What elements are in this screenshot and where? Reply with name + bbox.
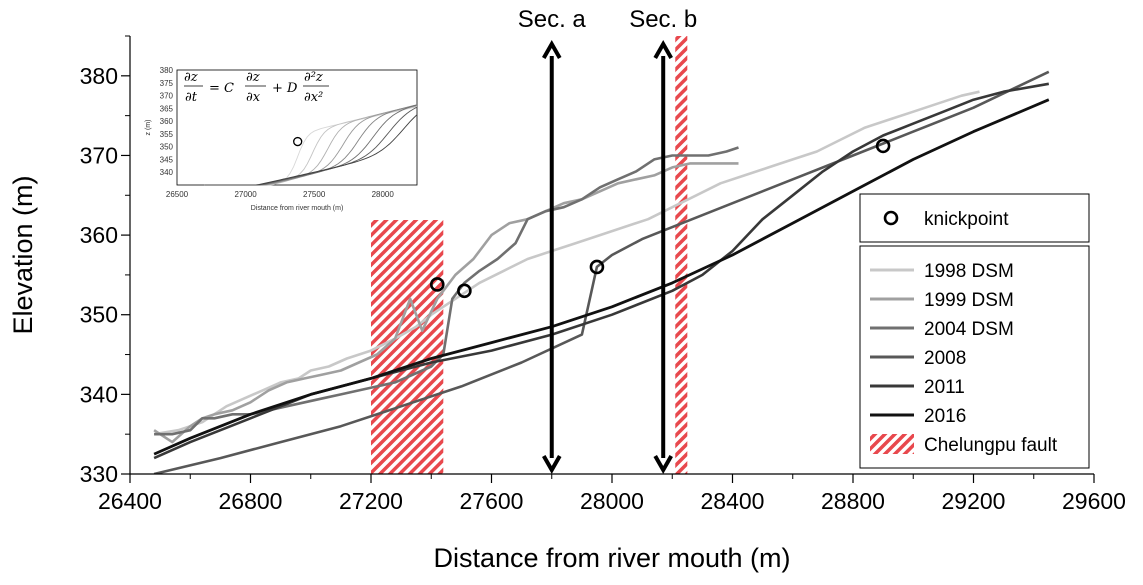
inset-profile-curve <box>204 114 418 186</box>
inset-y-tick-label: 360 <box>160 117 174 126</box>
legend-label-5: 2011 <box>924 377 965 398</box>
y-tick-label: 340 <box>80 381 118 407</box>
section-arrows-layer: Sec. a Sec. b <box>518 6 697 475</box>
x-tick-label: 29200 <box>942 488 1006 514</box>
y-tick-label: 370 <box>80 142 118 168</box>
series-layer <box>153 70 1050 474</box>
y-tick-label: 330 <box>80 461 118 487</box>
section-arrowhead-top <box>653 39 673 59</box>
section-label-2: Sec. b <box>629 6 697 33</box>
x-tick-label: 27200 <box>339 488 403 514</box>
inset-layer: 26500 27000 27500 28000 340 345 350 355 360 365 37… <box>135 36 446 220</box>
x-axis-title: Distance from river mouth (m) <box>433 543 790 573</box>
eq-op-1: = C <box>209 81 234 96</box>
inset-y-tick-label: 370 <box>160 92 174 101</box>
section-arrowhead-bottom <box>653 455 673 475</box>
eq-den-1: ∂t <box>185 90 198 105</box>
y-axis-title: Elevation (m) <box>8 175 38 334</box>
inset-y-tick-label: 345 <box>160 155 174 164</box>
eq-den-2: ∂x <box>246 90 261 105</box>
legend-label-6: 2016 <box>924 406 966 427</box>
x-tick-label: 26400 <box>98 488 162 514</box>
inset-curves <box>204 104 418 186</box>
inset-y-tick-label: 355 <box>160 130 174 139</box>
y-tick-label: 360 <box>80 222 118 248</box>
inset-x-tick-label: 27500 <box>303 190 326 199</box>
inset-background <box>135 36 446 220</box>
inset-x-tick-label: 27000 <box>234 190 257 199</box>
legend-label-1: 1998 DSM <box>924 261 1014 282</box>
inset-equation: ∂z ∂t = C ∂z ∂x + D ∂²z ∂x² <box>184 70 329 105</box>
knickpoint-marker <box>589 259 605 275</box>
knickpoint-marker <box>429 277 445 292</box>
inset-y-tick-label: 375 <box>160 79 174 88</box>
inset-x-tick-label: 26500 <box>166 190 189 199</box>
x-tick-label: 28800 <box>821 488 885 514</box>
eq-den-3: ∂x² <box>304 90 323 105</box>
knickpoint-legend-marker <box>883 210 899 226</box>
y-tick-label: 380 <box>80 63 118 89</box>
fault-band-2 <box>675 36 688 474</box>
axes-layer: 26400 26800 27200 27600 28000 28400 28800 29200… <box>80 35 1126 514</box>
knickpoint-marker <box>875 138 891 154</box>
knickpoint-layer <box>429 138 891 299</box>
inset-y-tick-label: 340 <box>160 168 174 177</box>
legend-label-4: 2008 <box>924 348 966 369</box>
inset-x-axis-title: Distance from river mouth (m) <box>251 205 344 212</box>
x-tick-label: 28400 <box>701 488 765 514</box>
legend-label-fault: Chelungpu fault <box>924 435 1058 456</box>
series-line-6 <box>153 98 1050 456</box>
x-tick-label: 28000 <box>580 488 644 514</box>
inset-x-tick-label: 28000 <box>372 190 395 199</box>
eq-op-2: + D <box>272 81 298 96</box>
section-arrowhead-bottom <box>542 455 562 475</box>
inset-y-tick-label: 380 <box>160 66 174 75</box>
eq-num-2: ∂z <box>246 70 260 85</box>
x-tick-label: 26800 <box>219 488 283 514</box>
legend-swatch-fault <box>870 434 914 454</box>
eq-num-3: ∂²z <box>304 70 323 85</box>
section-label-1: Sec. a <box>518 6 587 33</box>
series-line-2 <box>153 162 739 444</box>
legend-label-3: 2004 DSM <box>924 319 1014 340</box>
inset-y-axis-title: z (m) <box>145 120 152 136</box>
inset-knickpoint-marker <box>293 136 303 147</box>
legend-label-2: 1999 DSM <box>924 290 1014 311</box>
eq-num-1: ∂z <box>184 70 198 85</box>
section-arrowhead-top <box>542 39 562 59</box>
x-tick-label: 29600 <box>1062 488 1126 514</box>
x-tick-label: 27600 <box>460 488 524 514</box>
legend-layer: knickpoint 1998 DSM 1999 DSM 2004 DSM 2008 20… <box>859 193 1090 469</box>
inset-y-tick-label: 350 <box>160 143 174 152</box>
series-line-1 <box>153 90 980 436</box>
y-tick-label: 350 <box>80 302 118 328</box>
knickpoint-legend-label: knickpoint <box>924 209 1009 230</box>
series-line-4 <box>153 70 1050 474</box>
knickpoint-marker <box>457 283 472 299</box>
inset-y-tick-label: 365 <box>160 104 174 113</box>
inset-frame <box>176 69 418 186</box>
